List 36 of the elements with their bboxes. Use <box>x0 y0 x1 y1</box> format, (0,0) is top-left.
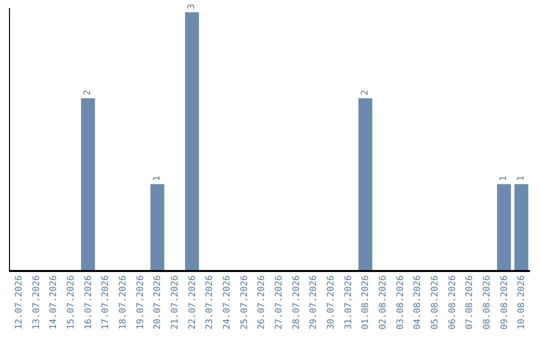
x-tick-label: 30.07.2026 <box>326 275 337 330</box>
x-tick-label: 15.07.2026 <box>66 275 77 330</box>
x-tick-label: 07.08.2026 <box>465 275 476 330</box>
data-label: 1 <box>152 176 162 182</box>
x-tick-label: 14.07.2026 <box>49 275 60 330</box>
data-label: 1 <box>499 176 509 182</box>
x-tick-label: 31.07.2026 <box>344 275 354 330</box>
x-tick-label: 28.07.2026 <box>292 275 302 330</box>
x-tick-label: 24.07.2026 <box>222 275 233 330</box>
x-tick-label: 26.07.2026 <box>257 275 268 330</box>
x-tick-label: 06.08.2026 <box>448 275 458 330</box>
x-tick-label: 25.07.2026 <box>240 275 250 330</box>
x-tick-label: 04.08.2026 <box>413 275 424 330</box>
x-tick-label: 10.08.2026 <box>517 275 528 330</box>
x-tick-label: 12.07.2026 <box>14 275 25 330</box>
x-tick-label: 13.07.2026 <box>32 275 42 330</box>
x-tick-label: 05.08.2026 <box>430 275 441 330</box>
data-label: 2 <box>360 90 370 96</box>
x-tick-label: 27.07.2026 <box>274 275 285 330</box>
x-tick-label: 08.08.2026 <box>482 275 493 330</box>
data-label: 2 <box>83 90 93 96</box>
x-tick-label: 21.07.2026 <box>170 275 181 330</box>
x-tick-label: 18.07.2026 <box>118 275 129 330</box>
x-tick-label: 20.07.2026 <box>153 275 164 330</box>
x-tick-label: 29.07.2026 <box>309 275 320 330</box>
data-label: 3 <box>187 4 197 10</box>
x-tick-label: 17.07.2026 <box>101 275 112 330</box>
x-tick-label: 23.07.2026 <box>205 275 216 330</box>
x-tick-label: 16.07.2026 <box>84 275 94 330</box>
x-tick-label: 03.08.2026 <box>396 275 406 330</box>
data-label: 1 <box>516 176 526 182</box>
x-tick-label: 01.08.2026 <box>361 275 372 330</box>
x-tick-label: 09.08.2026 <box>500 275 510 330</box>
x-tick-label: 22.07.2026 <box>188 275 198 330</box>
x-tick-label: 02.08.2026 <box>378 275 389 330</box>
x-tick-label: 19.07.2026 <box>136 275 146 330</box>
